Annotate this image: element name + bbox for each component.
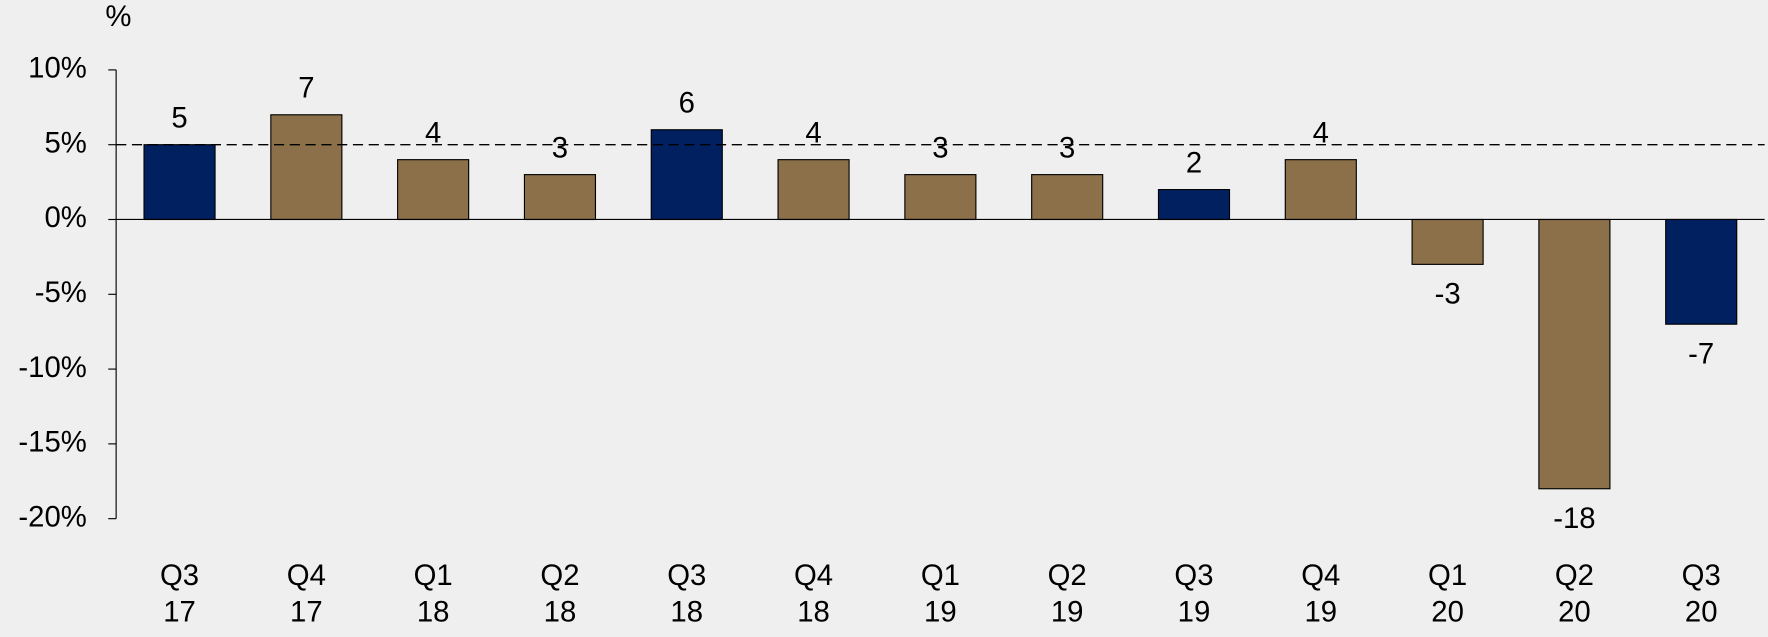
bar bbox=[1538, 218, 1611, 490]
data-label: 4 bbox=[1313, 117, 1329, 150]
x-tick-label: Q3 18 bbox=[667, 558, 707, 629]
bar bbox=[1031, 174, 1104, 221]
bar bbox=[650, 129, 723, 221]
x-tick-label: Q4 19 bbox=[1301, 558, 1341, 629]
x-tick-label: Q2 19 bbox=[1047, 558, 1087, 629]
bar bbox=[1665, 218, 1738, 325]
bar bbox=[777, 159, 850, 221]
y-tick-label: 0% bbox=[44, 201, 86, 234]
bar bbox=[523, 174, 597, 221]
x-tick-label: Q4 18 bbox=[794, 558, 834, 629]
data-label: 3 bbox=[1059, 132, 1075, 165]
x-tick-label: Q3 17 bbox=[159, 558, 200, 629]
x-tick-label: Q1 20 bbox=[1428, 558, 1468, 629]
bar bbox=[143, 144, 216, 221]
x-tick-label: Q2 20 bbox=[1554, 558, 1594, 629]
data-label: -3 bbox=[1435, 278, 1461, 311]
data-label: -7 bbox=[1688, 338, 1714, 371]
bar bbox=[1284, 159, 1357, 221]
y-tick-label: -5% bbox=[35, 276, 87, 309]
bar bbox=[270, 114, 343, 221]
bar bbox=[904, 174, 977, 221]
x-tick-label: Q3 19 bbox=[1174, 558, 1214, 629]
y-axis-label: % bbox=[105, 0, 131, 33]
y-tick-label: -20% bbox=[18, 500, 86, 533]
data-label: 2 bbox=[1186, 147, 1202, 180]
x-tick-label: Q4 17 bbox=[286, 558, 326, 629]
x-tick-label: Q1 19 bbox=[920, 558, 960, 629]
bar bbox=[1411, 218, 1484, 265]
y-tick-label: -15% bbox=[18, 426, 86, 459]
data-label: 5 bbox=[171, 102, 187, 135]
y-tick-label: 10% bbox=[28, 52, 87, 85]
data-label: 4 bbox=[805, 117, 821, 150]
bar bbox=[1157, 189, 1231, 221]
y-tick-label: -10% bbox=[18, 351, 86, 384]
data-label: 3 bbox=[932, 132, 948, 165]
x-tick-label: Q3 20 bbox=[1681, 558, 1721, 629]
bar bbox=[397, 159, 470, 221]
data-label: -18 bbox=[1553, 502, 1595, 535]
data-label: 4 bbox=[425, 117, 441, 150]
data-label: 3 bbox=[552, 132, 568, 165]
data-label: 7 bbox=[298, 72, 314, 105]
x-tick-label: Q2 18 bbox=[540, 558, 580, 629]
y-tick-label: 5% bbox=[44, 126, 86, 159]
x-tick-label: Q1 18 bbox=[413, 558, 453, 629]
data-label: 6 bbox=[679, 87, 695, 120]
